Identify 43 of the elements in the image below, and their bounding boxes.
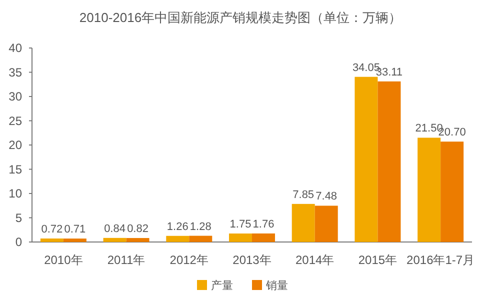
y-tick-label: 20 [8,138,22,152]
bar [252,233,275,242]
y-tick-label: 25 [8,114,22,128]
data-label: 0.84 [104,222,126,235]
x-tick-label: 2015年 [358,253,398,267]
data-label: 1.76 [252,218,274,230]
y-tick-label: 40 [8,41,22,55]
legend-label: 产量 [211,279,233,292]
data-label: 1.75 [230,218,252,231]
data-label: 0.82 [127,223,148,236]
y-tick-label: 35 [8,65,22,80]
data-label: 1.26 [166,220,188,233]
x-tick-label: 2013年 [232,253,272,267]
data-label: 0.72 [41,224,63,236]
bar [189,236,212,242]
chart-title: 2010-2016年中国新能源产销规模走势图（单位：万辆） [79,10,402,25]
data-label: 0.71 [64,224,86,236]
y-tick-label: 15 [8,162,22,176]
y-tick-label: 0 [15,235,22,249]
x-tick-label: 2010年 [44,253,83,267]
bar [378,81,401,242]
bar [126,238,150,242]
bar [63,238,86,242]
data-label: 7.85 [292,188,314,201]
y-tick-label: 10 [8,186,22,200]
x-tick-label: 2014年 [296,253,334,267]
legend-label: 销量 [265,280,288,292]
x-tick-label: 2012年 [170,253,208,267]
data-label: 7.48 [316,190,338,203]
bar [314,206,338,242]
y-tick-label: 30 [8,90,22,104]
bar [40,238,64,242]
bar [418,138,441,242]
bar [292,204,315,242]
x-tick-label: 2011年 [107,253,146,267]
bar [354,76,378,242]
data-label: 1.28 [190,220,212,233]
x-tick-label: 2016年1-7月 [406,253,475,267]
bar [440,142,464,242]
bar [229,234,252,242]
y-tick-label: 5 [15,210,22,225]
bar [103,238,126,242]
bar [166,236,190,242]
